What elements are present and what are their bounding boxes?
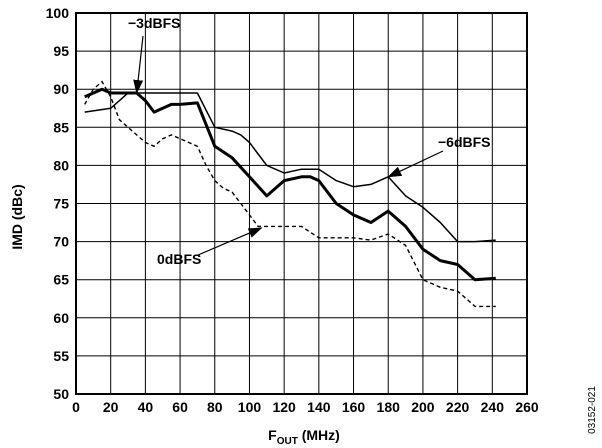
x-tick-label: 20 xyxy=(103,399,119,415)
annotation-3dbfs: −3dBFS xyxy=(128,15,181,95)
x-axis-title-main: F xyxy=(268,427,277,443)
series-line-3dbfs xyxy=(84,87,496,282)
y-tick-label: 80 xyxy=(53,157,69,173)
y-tick-label: 95 xyxy=(53,43,69,59)
x-axis-title-unit: (MHz) xyxy=(298,427,340,443)
annotation-arrow xyxy=(133,35,144,95)
series-line-0dbfs xyxy=(84,80,496,308)
annotation-6dbfs: −6dBFS xyxy=(387,134,491,178)
annotation-label: 0dBFS xyxy=(157,251,201,267)
annotation-0dbfs: 0dBFS xyxy=(157,227,263,267)
x-axis-title: FOUT (MHz) xyxy=(268,427,340,447)
annotation-label: −3dBFS xyxy=(128,15,181,31)
x-tick-label: 180 xyxy=(377,399,401,415)
x-tick-label: 160 xyxy=(342,399,366,415)
x-tick-label: 140 xyxy=(307,399,331,415)
x-tick-label: 100 xyxy=(238,399,262,415)
frame-layer xyxy=(75,12,528,395)
y-tick-label: 100 xyxy=(46,5,70,21)
y-axis-title: IMD (dBc) xyxy=(9,184,25,249)
annotation-arrow xyxy=(387,150,444,178)
series-layer xyxy=(84,80,496,308)
figure-id: 03152-021 xyxy=(587,386,598,434)
x-tick-label: 120 xyxy=(272,399,296,415)
y-tick-label: 70 xyxy=(53,234,69,250)
annotation-label: −6dBFS xyxy=(438,134,491,150)
annotations: −3dBFS −6dBFS 0dBFS xyxy=(128,15,491,267)
grid-layer xyxy=(76,13,527,394)
y-tick-label: 75 xyxy=(53,196,69,212)
y-tick-label: 55 xyxy=(53,348,69,364)
y-tick-label: 60 xyxy=(53,310,69,326)
y-tick-label: 90 xyxy=(53,81,69,97)
x-tick-label: 0 xyxy=(72,399,80,415)
annotation-arrow xyxy=(197,227,263,256)
y-tick-label: 85 xyxy=(53,119,69,135)
series-line-6dbfs xyxy=(84,92,496,243)
plot-frame xyxy=(75,12,528,395)
x-tick-label: 60 xyxy=(172,399,188,415)
x-tick-label: 220 xyxy=(446,399,470,415)
x-tick-label: 260 xyxy=(515,399,539,415)
y-tick-label: 65 xyxy=(53,272,69,288)
tick-labels: 0 20 40 60 80 100 120 140 160 180 200 220 240 260 50 55… xyxy=(46,5,539,415)
x-axis-title-subscript: OUT xyxy=(277,436,298,447)
x-tick-label: 240 xyxy=(481,399,505,415)
y-tick-label: 50 xyxy=(53,386,69,402)
x-tick-label: 80 xyxy=(207,399,223,415)
x-tick-label: 200 xyxy=(411,399,435,415)
x-tick-label: 40 xyxy=(138,399,154,415)
